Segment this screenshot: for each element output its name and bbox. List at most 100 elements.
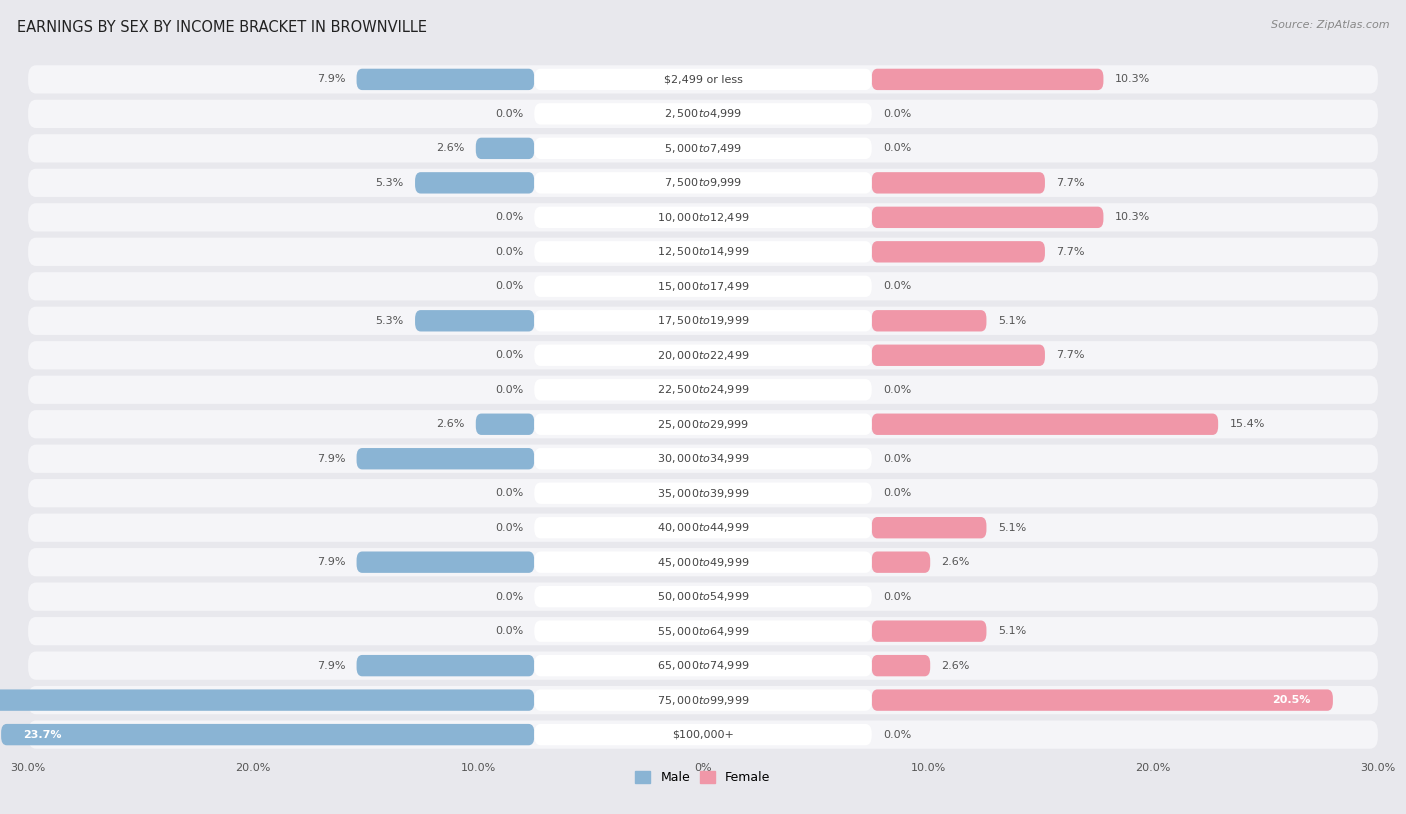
Text: 7.7%: 7.7% <box>1056 177 1084 188</box>
FancyBboxPatch shape <box>534 138 872 159</box>
FancyBboxPatch shape <box>28 651 1378 680</box>
FancyBboxPatch shape <box>28 204 1378 231</box>
Text: $20,000 to $22,499: $20,000 to $22,499 <box>657 348 749 361</box>
FancyBboxPatch shape <box>28 307 1378 335</box>
FancyBboxPatch shape <box>28 444 1378 473</box>
FancyBboxPatch shape <box>534 655 872 676</box>
Text: 0.0%: 0.0% <box>883 143 911 153</box>
FancyBboxPatch shape <box>872 552 931 573</box>
Text: 0.0%: 0.0% <box>495 385 523 395</box>
FancyBboxPatch shape <box>28 548 1378 576</box>
FancyBboxPatch shape <box>357 552 534 573</box>
FancyBboxPatch shape <box>872 207 1104 228</box>
FancyBboxPatch shape <box>28 410 1378 439</box>
Text: 0.0%: 0.0% <box>495 350 523 361</box>
Text: 0.0%: 0.0% <box>883 488 911 498</box>
FancyBboxPatch shape <box>534 68 872 90</box>
Text: 15.4%: 15.4% <box>1229 419 1265 429</box>
Text: 0.0%: 0.0% <box>883 282 911 291</box>
FancyBboxPatch shape <box>475 138 534 159</box>
FancyBboxPatch shape <box>534 310 872 331</box>
FancyBboxPatch shape <box>28 341 1378 370</box>
FancyBboxPatch shape <box>534 379 872 400</box>
FancyBboxPatch shape <box>357 68 534 90</box>
Text: $25,000 to $29,999: $25,000 to $29,999 <box>657 418 749 431</box>
FancyBboxPatch shape <box>534 517 872 538</box>
FancyBboxPatch shape <box>534 689 872 711</box>
FancyBboxPatch shape <box>534 344 872 366</box>
FancyBboxPatch shape <box>28 583 1378 610</box>
FancyBboxPatch shape <box>1 724 534 746</box>
FancyBboxPatch shape <box>534 207 872 228</box>
FancyBboxPatch shape <box>872 241 1045 262</box>
FancyBboxPatch shape <box>475 414 534 435</box>
Text: 5.1%: 5.1% <box>998 523 1026 532</box>
Text: 20.5%: 20.5% <box>1272 695 1310 705</box>
Text: 7.9%: 7.9% <box>316 557 346 567</box>
Text: $40,000 to $44,999: $40,000 to $44,999 <box>657 521 749 534</box>
FancyBboxPatch shape <box>357 655 534 676</box>
Text: Source: ZipAtlas.com: Source: ZipAtlas.com <box>1271 20 1389 30</box>
Text: 7.7%: 7.7% <box>1056 350 1084 361</box>
FancyBboxPatch shape <box>872 414 1218 435</box>
FancyBboxPatch shape <box>0 689 534 711</box>
Text: 0.0%: 0.0% <box>495 488 523 498</box>
Text: $35,000 to $39,999: $35,000 to $39,999 <box>657 487 749 500</box>
FancyBboxPatch shape <box>534 724 872 746</box>
FancyBboxPatch shape <box>534 586 872 607</box>
Text: 0.0%: 0.0% <box>495 247 523 257</box>
Text: $45,000 to $49,999: $45,000 to $49,999 <box>657 556 749 569</box>
FancyBboxPatch shape <box>872 68 1104 90</box>
FancyBboxPatch shape <box>28 238 1378 266</box>
Text: 5.3%: 5.3% <box>375 177 404 188</box>
Text: $75,000 to $99,999: $75,000 to $99,999 <box>657 694 749 707</box>
FancyBboxPatch shape <box>534 620 872 642</box>
FancyBboxPatch shape <box>872 344 1045 366</box>
Text: 7.9%: 7.9% <box>316 661 346 671</box>
Text: 7.9%: 7.9% <box>316 74 346 85</box>
FancyBboxPatch shape <box>28 686 1378 714</box>
Text: 0.0%: 0.0% <box>883 592 911 602</box>
Text: $2,500 to $4,999: $2,500 to $4,999 <box>664 107 742 120</box>
Text: 0.0%: 0.0% <box>495 212 523 222</box>
Text: 2.6%: 2.6% <box>436 143 464 153</box>
Text: 0.0%: 0.0% <box>495 282 523 291</box>
Text: $10,000 to $12,499: $10,000 to $12,499 <box>657 211 749 224</box>
FancyBboxPatch shape <box>534 552 872 573</box>
Text: 10.3%: 10.3% <box>1115 212 1150 222</box>
Text: $65,000 to $74,999: $65,000 to $74,999 <box>657 659 749 672</box>
FancyBboxPatch shape <box>28 100 1378 128</box>
FancyBboxPatch shape <box>28 272 1378 300</box>
FancyBboxPatch shape <box>534 448 872 470</box>
Text: $30,000 to $34,999: $30,000 to $34,999 <box>657 453 749 466</box>
FancyBboxPatch shape <box>28 617 1378 646</box>
Text: $15,000 to $17,499: $15,000 to $17,499 <box>657 280 749 293</box>
Text: EARNINGS BY SEX BY INCOME BRACKET IN BROWNVILLE: EARNINGS BY SEX BY INCOME BRACKET IN BRO… <box>17 20 427 35</box>
FancyBboxPatch shape <box>28 134 1378 163</box>
FancyBboxPatch shape <box>28 479 1378 507</box>
Text: $2,499 or less: $2,499 or less <box>664 74 742 85</box>
FancyBboxPatch shape <box>28 168 1378 197</box>
FancyBboxPatch shape <box>415 172 534 194</box>
Text: 7.7%: 7.7% <box>1056 247 1084 257</box>
FancyBboxPatch shape <box>534 241 872 262</box>
FancyBboxPatch shape <box>872 620 987 642</box>
FancyBboxPatch shape <box>534 414 872 435</box>
FancyBboxPatch shape <box>872 517 987 538</box>
Text: 23.7%: 23.7% <box>24 729 62 740</box>
FancyBboxPatch shape <box>534 276 872 297</box>
FancyBboxPatch shape <box>534 483 872 504</box>
Text: $55,000 to $64,999: $55,000 to $64,999 <box>657 624 749 637</box>
Text: 0.0%: 0.0% <box>495 592 523 602</box>
Text: 0.0%: 0.0% <box>495 523 523 532</box>
Text: 2.6%: 2.6% <box>942 557 970 567</box>
FancyBboxPatch shape <box>415 310 534 331</box>
Text: 0.0%: 0.0% <box>495 626 523 637</box>
FancyBboxPatch shape <box>872 172 1045 194</box>
Text: 0.0%: 0.0% <box>883 109 911 119</box>
FancyBboxPatch shape <box>872 310 987 331</box>
Text: $17,500 to $19,999: $17,500 to $19,999 <box>657 314 749 327</box>
FancyBboxPatch shape <box>357 448 534 470</box>
Legend: Male, Female: Male, Female <box>630 766 776 790</box>
Text: 0.0%: 0.0% <box>883 729 911 740</box>
